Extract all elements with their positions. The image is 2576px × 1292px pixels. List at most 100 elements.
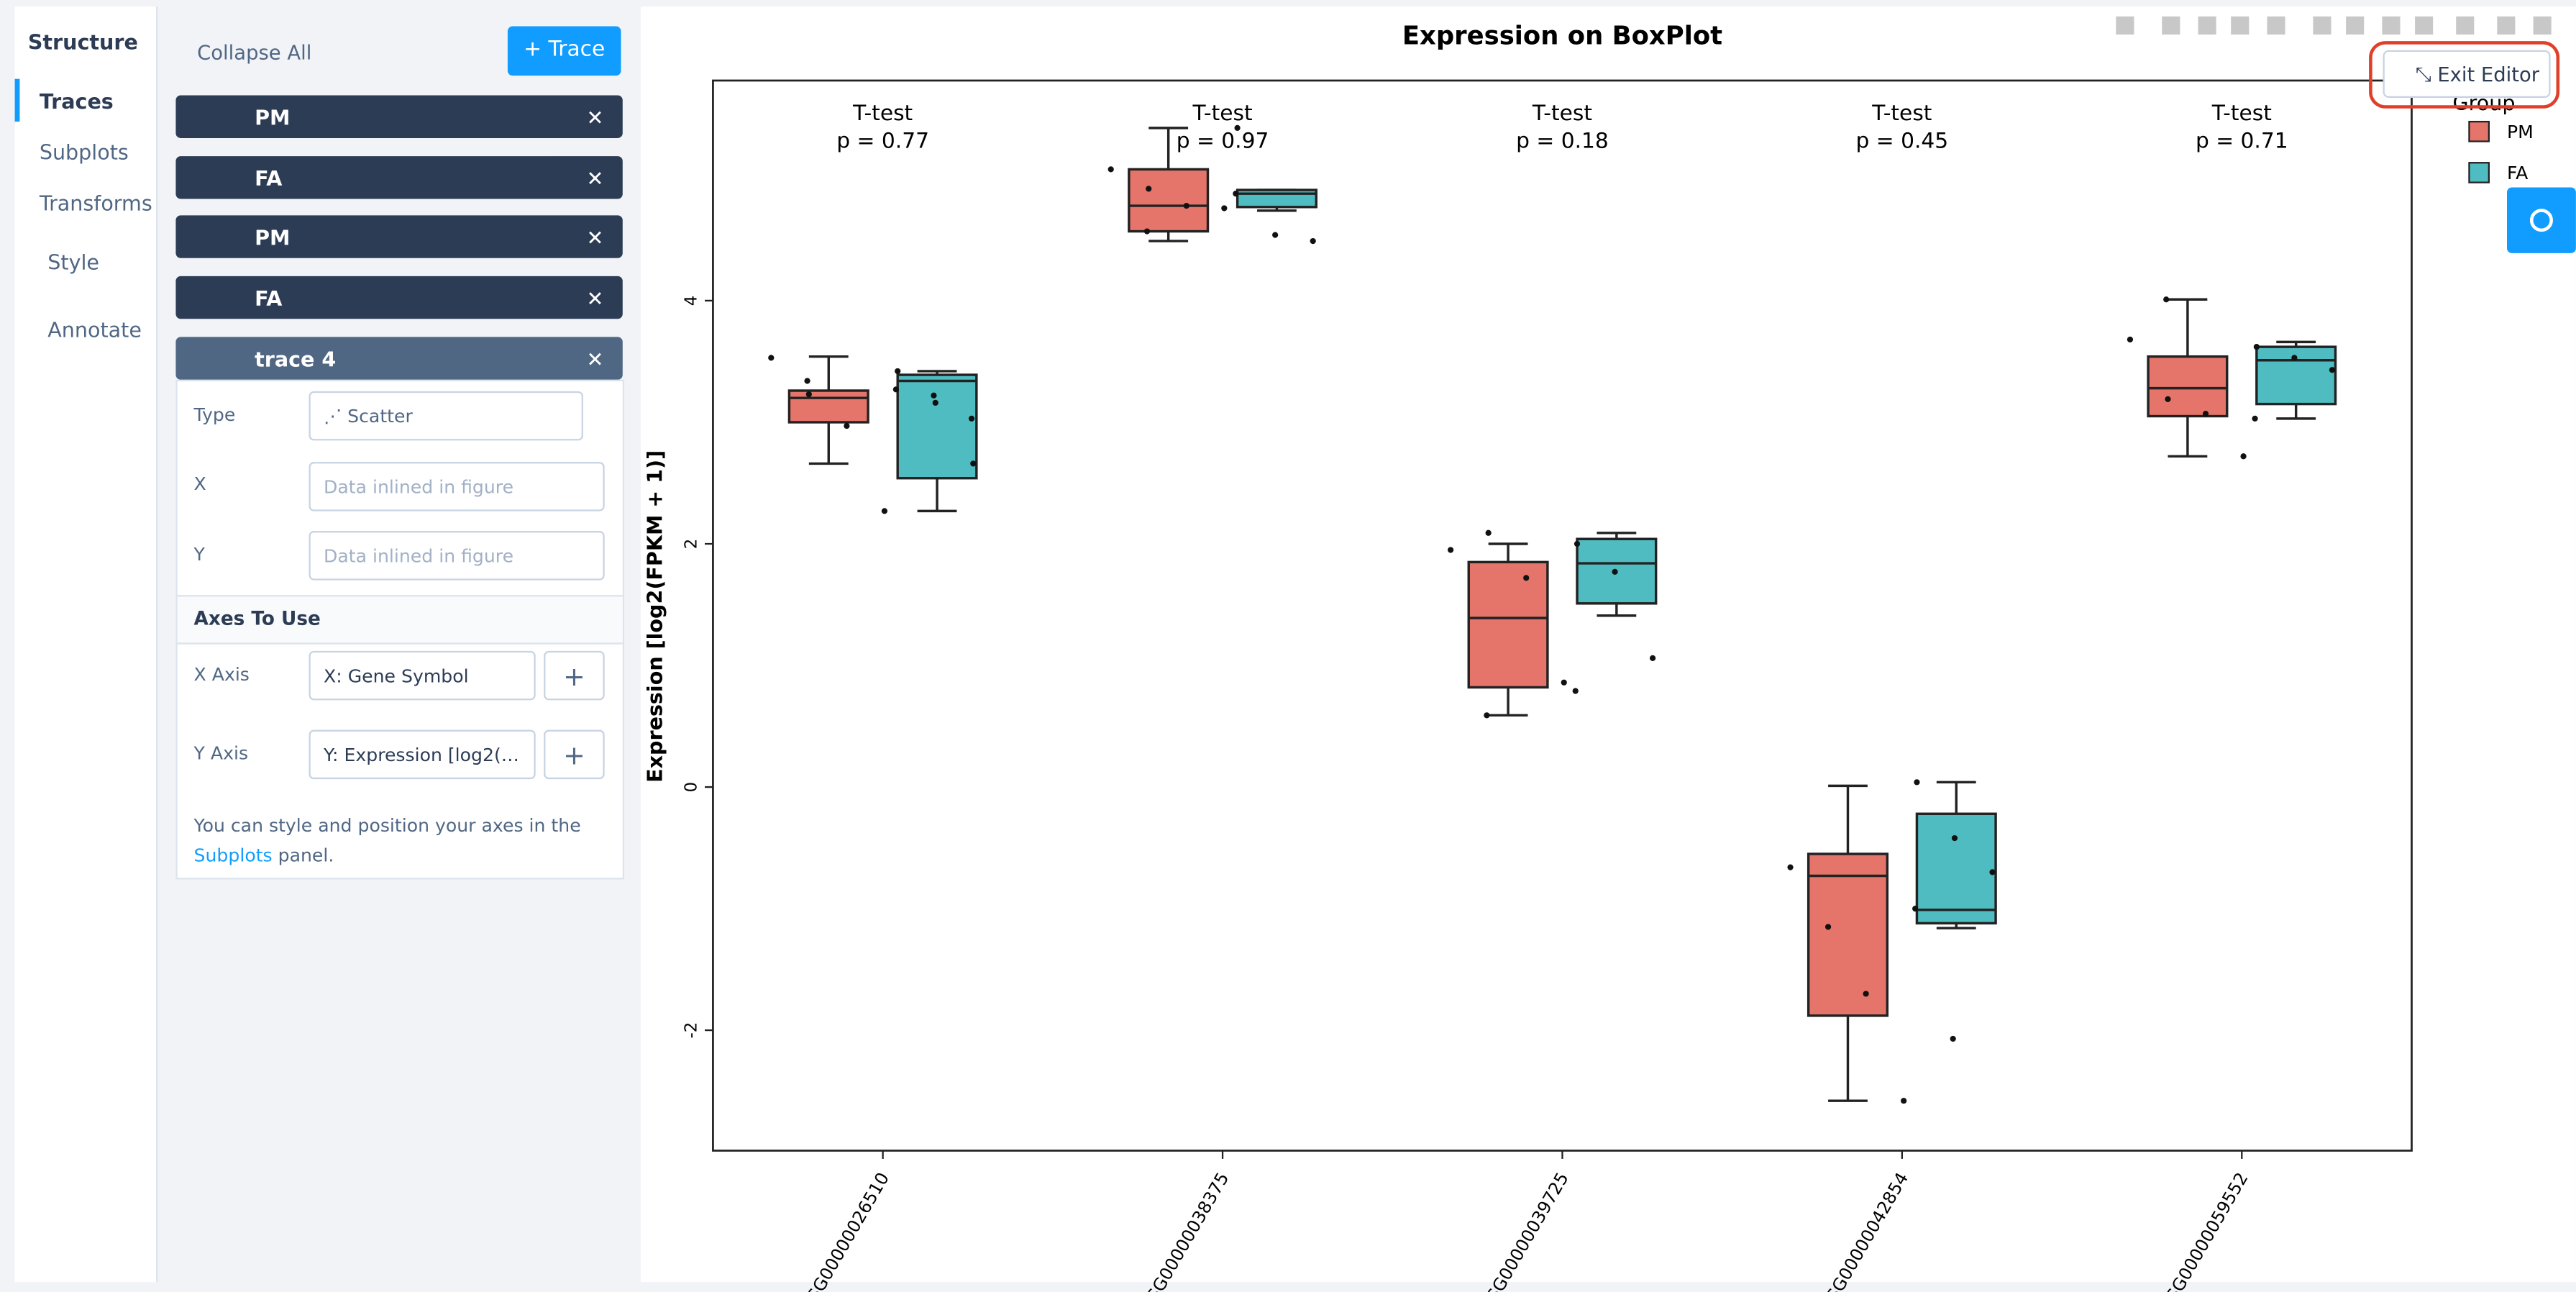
- box: [1467, 560, 1549, 689]
- box: [1915, 812, 1997, 925]
- x-tick-label: ENSMUSG00000026510: [772, 1169, 893, 1292]
- sidebar: Structure Traces Subplots Transforms Sty…: [14, 6, 158, 1283]
- point: [1912, 906, 1919, 912]
- point: [1572, 688, 1579, 694]
- add-trace-button[interactable]: + Trace: [507, 26, 621, 76]
- box: [2147, 355, 2229, 418]
- point: [1561, 679, 1567, 686]
- point: [2291, 355, 2298, 361]
- legend-label: PM: [2507, 122, 2534, 142]
- nav-section[interactable]: Annotate: [47, 317, 142, 342]
- note-link[interactable]: Subplots: [193, 845, 273, 867]
- field-label: X: [193, 473, 206, 495]
- chart: Expression on BoxPlot Expression [log2(F…: [643, 16, 2576, 1292]
- box: [787, 389, 869, 424]
- point: [2165, 396, 2171, 402]
- point: [1310, 237, 1316, 245]
- trace-editor: Type ⋰ Scatter X Data inlined in figure …: [175, 379, 625, 880]
- point: [1612, 568, 1618, 575]
- x-tick-label: ENSMUSG00000059552: [2131, 1169, 2252, 1292]
- annotation: T-test: [1871, 101, 1932, 126]
- y-tick-label: 2: [682, 539, 701, 550]
- y-select[interactable]: Data inlined in figure: [309, 531, 605, 581]
- type-select[interactable]: ⋰ Scatter: [309, 391, 583, 441]
- x-tick-label: ENSMUSG00000042854: [1791, 1169, 1912, 1292]
- point: [1234, 124, 1241, 132]
- trace-row[interactable]: FA ✕: [175, 276, 623, 319]
- point: [805, 391, 812, 398]
- note-text: panel.: [278, 845, 334, 867]
- point: [2329, 367, 2336, 373]
- point: [1484, 712, 1490, 719]
- trace-name: FA: [255, 286, 283, 311]
- trace-name: trace 4: [255, 347, 337, 372]
- point: [1233, 191, 1239, 197]
- point: [895, 368, 901, 375]
- point: [881, 508, 888, 514]
- point: [2163, 296, 2170, 303]
- nav-item[interactable]: Transforms: [39, 191, 152, 216]
- box: [1807, 852, 1889, 1017]
- point: [892, 386, 900, 393]
- annotation: T-test: [1192, 101, 1252, 126]
- chart-title: Expression on BoxPlot: [1402, 22, 1722, 51]
- x-axis-select[interactable]: X: Gene Symbol: [309, 650, 536, 701]
- point: [804, 378, 810, 384]
- exit-editor-button[interactable]: [2383, 50, 2551, 98]
- annotation: T-test: [1532, 101, 1592, 126]
- legend-swatch: [2468, 120, 2490, 142]
- add-axis[interactable]: +: [544, 729, 605, 780]
- point: [1272, 232, 1279, 238]
- x-tick-label: ENSMUSG00000038375: [1112, 1169, 1233, 1292]
- y-axis-title: Expression [log2(FPKM + 1)]: [643, 450, 667, 783]
- legend-label: FA: [2507, 163, 2528, 183]
- point: [1914, 779, 1920, 786]
- point: [1448, 547, 1454, 553]
- point: [1146, 186, 1152, 192]
- box: [1128, 168, 1210, 233]
- point: [1107, 166, 1114, 173]
- point: [768, 355, 775, 361]
- point: [1649, 655, 1656, 662]
- annotation: T-test: [2211, 101, 2272, 126]
- field-label: X Axis: [193, 664, 250, 686]
- y-axis-select[interactable]: Y: Expression [log2(…: [309, 729, 536, 780]
- nav-item[interactable]: Subplots: [39, 140, 129, 165]
- trace-row[interactable]: PM ✕: [175, 95, 623, 138]
- y-tick-label: -2: [682, 1022, 701, 1039]
- point: [1485, 529, 1492, 536]
- point: [2127, 336, 2134, 343]
- point: [968, 415, 975, 422]
- x-select[interactable]: Data inlined in figure: [309, 462, 605, 511]
- active-indicator: [14, 78, 20, 122]
- x-tick-label: ENSMUSG00000039725: [1452, 1169, 1573, 1292]
- sidebar-title[interactable]: Structure: [27, 29, 138, 55]
- field-label: Y: [193, 544, 205, 566]
- point: [1989, 869, 1996, 875]
- trace-name: FA: [255, 165, 283, 191]
- nav-section[interactable]: Style: [47, 250, 99, 275]
- note-text: You can style and position your axes in …: [193, 815, 581, 837]
- point: [2202, 411, 2209, 417]
- point: [1824, 924, 1832, 930]
- point: [2253, 344, 2260, 350]
- highlight: [2369, 41, 2560, 109]
- annotation: p = 0.77: [836, 129, 929, 154]
- field-label: Type: [193, 404, 236, 426]
- collapse-all[interactable]: Collapse All: [197, 41, 312, 65]
- trace-name: PM: [255, 105, 291, 130]
- add-axis[interactable]: +: [544, 650, 605, 701]
- annotation: p = 0.45: [1856, 129, 1949, 154]
- trace-row[interactable]: FA ✕: [175, 156, 623, 199]
- trace-row[interactable]: PM ✕: [175, 215, 623, 258]
- point: [932, 399, 938, 406]
- point: [1901, 1098, 1907, 1104]
- trace-row[interactable]: trace 4 ✕: [175, 337, 623, 380]
- nav-item[interactable]: Traces: [39, 88, 114, 114]
- settings-button[interactable]: [2506, 187, 2576, 253]
- annotation: p = 0.18: [1516, 129, 1609, 154]
- annotation: p = 0.71: [2196, 129, 2288, 154]
- point: [931, 392, 937, 399]
- help-note: You can style and position your axes in …: [194, 812, 588, 871]
